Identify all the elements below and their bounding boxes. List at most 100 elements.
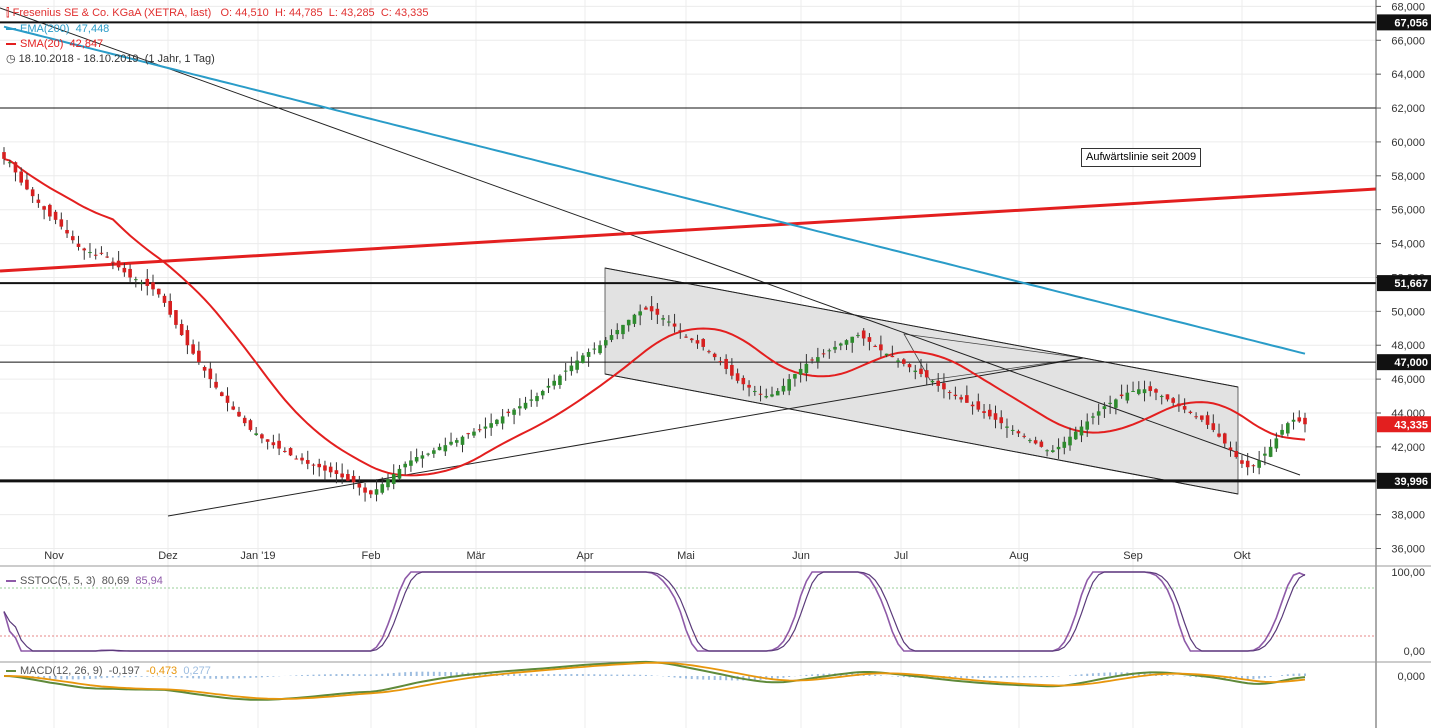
candle-body xyxy=(1274,438,1279,449)
price-tag-bg xyxy=(1377,354,1431,371)
candle xyxy=(283,447,287,453)
candle-body xyxy=(512,409,516,415)
x-tick-label: Apr xyxy=(576,550,593,562)
candle-body xyxy=(500,416,505,424)
candle-body xyxy=(380,484,385,493)
candle-body xyxy=(111,261,115,263)
candle-body xyxy=(1222,433,1227,444)
candle xyxy=(879,335,883,357)
candle-body xyxy=(1142,389,1147,394)
candle xyxy=(1051,445,1055,453)
candle xyxy=(546,378,551,394)
candle-body xyxy=(156,288,161,295)
candle xyxy=(1016,429,1021,437)
candle-body xyxy=(36,199,41,203)
candle xyxy=(214,373,218,390)
candle xyxy=(724,354,728,375)
macd-tick-label: 0,000 xyxy=(1397,671,1425,683)
candle-body xyxy=(913,370,918,373)
ema200-line xyxy=(3,25,1306,355)
candle xyxy=(919,359,923,378)
candle xyxy=(225,387,230,412)
long-downtrend-line xyxy=(0,7,1301,476)
candle xyxy=(351,470,356,490)
candle-body xyxy=(25,179,29,190)
ema-legend: EMA(200) 47,448 xyxy=(6,22,109,37)
candle-body xyxy=(288,448,293,456)
candle-body xyxy=(414,457,419,462)
candle xyxy=(19,167,23,186)
candle xyxy=(111,257,115,270)
candle xyxy=(678,323,683,339)
candle xyxy=(982,404,986,419)
candle xyxy=(391,464,396,490)
sstoc-d-line xyxy=(3,571,1306,652)
candle-body xyxy=(924,370,929,378)
aufwaertslinie xyxy=(0,187,1377,273)
price-tag: 39,996 xyxy=(1377,472,1431,489)
candle-body xyxy=(294,458,299,460)
candle-body xyxy=(959,397,963,400)
candle-body xyxy=(689,338,694,341)
candle-body xyxy=(586,352,591,357)
candle xyxy=(838,342,843,351)
candle-body xyxy=(816,357,820,362)
price-tag-bg xyxy=(1377,472,1431,489)
candle xyxy=(403,461,407,475)
sma20-line xyxy=(3,157,1306,477)
candle xyxy=(65,219,69,238)
candle xyxy=(529,389,534,407)
candle-body xyxy=(283,450,287,452)
candle-body xyxy=(265,439,270,442)
candle xyxy=(1096,403,1101,425)
candle-body xyxy=(684,336,688,338)
candle xyxy=(1091,412,1095,425)
candle xyxy=(397,464,402,481)
candle-body xyxy=(770,394,774,397)
candle xyxy=(987,404,992,420)
candle-body xyxy=(856,335,860,337)
candle-body xyxy=(1211,423,1216,430)
candle-body xyxy=(391,473,396,484)
candle-body xyxy=(1228,447,1233,451)
candle xyxy=(1154,388,1158,401)
candle-body xyxy=(1148,386,1153,391)
candle xyxy=(294,455,299,460)
candle-body xyxy=(82,248,87,251)
candle-body xyxy=(540,390,545,396)
candle-body xyxy=(1217,433,1221,437)
candle xyxy=(1010,425,1015,435)
y-tick-label: 66,000 xyxy=(1391,35,1425,47)
candle-body xyxy=(42,206,46,210)
candle-body xyxy=(1085,421,1090,430)
candle xyxy=(1234,441,1239,459)
candle-body xyxy=(346,474,350,481)
candle-body xyxy=(489,423,493,428)
candle xyxy=(787,374,791,396)
candle xyxy=(454,437,459,447)
candle-body xyxy=(271,442,276,446)
candle xyxy=(827,348,832,359)
candle xyxy=(993,405,998,429)
candle xyxy=(88,243,92,258)
price-tag-bg xyxy=(1377,275,1431,292)
candle-body xyxy=(735,373,740,381)
candle-body xyxy=(1016,431,1021,434)
candle xyxy=(649,296,654,320)
candle xyxy=(965,385,969,403)
candle-body xyxy=(1005,426,1009,428)
candle xyxy=(323,460,327,481)
sma-legend: SMA(20) 42,847 xyxy=(6,37,103,52)
candle xyxy=(1280,424,1284,438)
candle-body xyxy=(1073,431,1078,440)
candle xyxy=(197,341,201,365)
candle xyxy=(305,450,310,470)
candle xyxy=(99,246,104,256)
candle-body xyxy=(1205,415,1210,425)
candle-body xyxy=(861,330,866,339)
candle xyxy=(896,358,900,368)
candle-body xyxy=(638,311,642,316)
candle xyxy=(288,447,293,457)
candle xyxy=(936,373,940,392)
candle-body xyxy=(432,450,436,454)
